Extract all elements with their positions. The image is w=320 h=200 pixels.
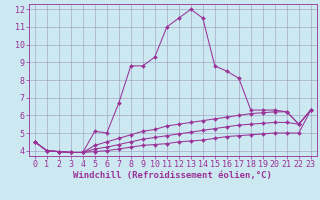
- X-axis label: Windchill (Refroidissement éolien,°C): Windchill (Refroidissement éolien,°C): [73, 171, 272, 180]
